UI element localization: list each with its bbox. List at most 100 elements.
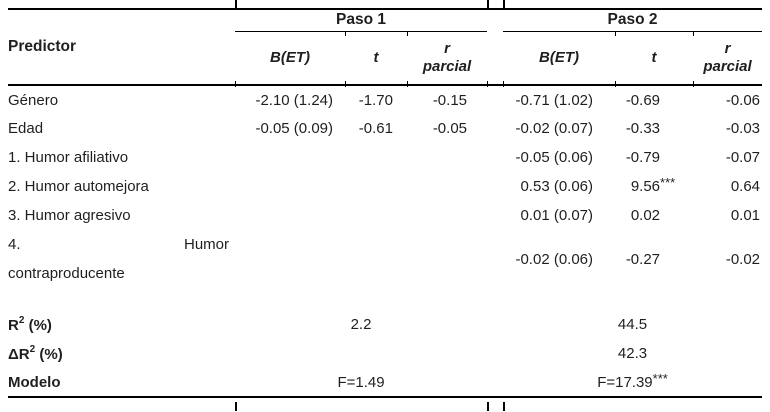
bet-cell-paso1 <box>235 230 345 288</box>
group-header-row: Predictor Paso 1 Paso 2 <box>8 9 763 86</box>
regression-table: Predictor Paso 1 Paso 2 B(ET) t r parcia… <box>8 8 763 398</box>
f-value: F=17.39 <box>597 373 653 391</box>
t-cell-paso2: 9.56*** <box>630 175 676 195</box>
table-row: 3. Humor agresivo 0.01 (0.07) 0.02 0.01 <box>8 201 762 230</box>
gap-cell <box>487 172 503 201</box>
r-parcial-cell-paso1: -0.05 <box>432 120 468 137</box>
r-parcial-cell-paso1 <box>407 172 487 201</box>
paso1-header: Paso 1 <box>235 9 488 32</box>
bet-cell-paso2: 0.01 (0.07) <box>520 207 594 224</box>
r-parcial-line1: r <box>724 39 731 57</box>
t-cell-paso2: -0.27 <box>625 250 661 268</box>
gap-cell <box>487 143 503 172</box>
stat-label: R2 (%) <box>8 310 235 339</box>
predictor-cell: 1. Humor afiliativo <box>8 149 129 166</box>
r-parcial-cell-paso1 <box>407 143 487 172</box>
r-parcial-cell-paso2: 0.01 <box>730 207 761 224</box>
gap-cell <box>487 230 503 288</box>
t-cell-paso2: -0.79 <box>625 149 661 166</box>
gap-cell <box>487 310 503 339</box>
column-tick <box>503 0 505 8</box>
predictor-cell: Edad <box>8 120 44 137</box>
stat-label-text: ΔR <box>8 345 30 363</box>
bet-cell-paso2: -0.71 (1.02) <box>515 91 594 109</box>
column-tick <box>503 402 505 411</box>
stat-label-rest: (%) <box>24 316 52 334</box>
predictor-number: 4. <box>8 236 21 253</box>
column-tick <box>407 32 408 36</box>
t-cell-paso1 <box>345 172 407 201</box>
t-cell-paso1 <box>345 143 407 172</box>
column-tick <box>345 81 346 87</box>
stat-row-delta-r2: ΔR2 (%) 42.3 <box>8 339 762 368</box>
column-tick <box>487 402 489 411</box>
bet-cell-paso1 <box>235 172 345 201</box>
column-tick <box>487 81 488 87</box>
stat-value-paso1: F=1.49 <box>337 373 385 391</box>
gap-cell <box>487 85 503 114</box>
r-parcial-cell-paso2: -0.06 <box>725 91 761 109</box>
stat-label-rest: (%) <box>35 345 63 363</box>
stat-value-paso1: 2.2 <box>350 316 372 333</box>
t-cell-paso1 <box>345 230 407 288</box>
predictor-cell: 4. Humor contraproducente <box>8 230 235 288</box>
stat-label-sup: 2 <box>29 343 36 355</box>
t-cell-paso2: -0.33 <box>625 120 661 137</box>
t-header-paso2: t <box>615 31 694 86</box>
column-tick <box>503 81 504 87</box>
column-tick <box>693 32 694 36</box>
predictor-line1: 4. Humor <box>8 230 235 259</box>
gap-cell <box>487 368 503 397</box>
predictor-cell: 3. Humor agresivo <box>8 207 131 224</box>
stat-label-sup: 2 <box>18 314 25 326</box>
column-tick <box>615 32 616 36</box>
bet-cell-paso1 <box>235 143 345 172</box>
bet-cell-paso1: -0.05 (0.09) <box>255 120 333 137</box>
table-row: 2. Humor automejora 0.53 (0.06) 9.56*** … <box>8 172 762 201</box>
t-header-paso1: t <box>345 31 407 86</box>
gap-cell <box>487 339 503 368</box>
stat-value-paso2: 44.5 <box>617 316 648 333</box>
stat-label: ΔR2 (%) <box>8 339 235 368</box>
predictor-header: Predictor <box>8 9 235 86</box>
stat-row-r2: R2 (%) 2.2 44.5 <box>8 310 762 339</box>
predictor-cell: Género <box>8 91 59 109</box>
column-tick <box>235 81 236 87</box>
table-row: Género -2.10 (1.24) -1.70 -0.15 -0.71 (1… <box>8 85 762 114</box>
t-cell-paso2: -0.69 <box>625 91 661 109</box>
column-tick <box>615 81 616 87</box>
predictor-word: Humor <box>183 236 229 253</box>
r-parcial-cell-paso1 <box>407 201 487 230</box>
predictor-cell: 2. Humor automejora <box>8 178 149 195</box>
column-tick <box>693 81 694 87</box>
bet-cell-paso1: -2.10 (1.24) <box>255 91 333 109</box>
r-parcial-header-paso1: r parcial <box>407 31 488 86</box>
r-parcial-cell-paso1 <box>407 230 487 288</box>
t-cell-paso1: -0.61 <box>358 120 393 137</box>
gap-cell <box>487 201 503 230</box>
bet-cell-paso2: 0.53 (0.06) <box>520 178 594 195</box>
bet-cell-paso2: -0.05 (0.06) <box>515 149 594 166</box>
r-parcial-header-paso2: r parcial <box>693 31 763 86</box>
stat-label-text: Modelo <box>8 374 61 391</box>
t-cell-paso1 <box>345 201 407 230</box>
r-parcial-line2: parcial <box>703 57 752 75</box>
significance-stars: *** <box>652 370 668 386</box>
stat-row-modelo: Modelo F=1.49 F=17.39*** <box>8 368 762 397</box>
spacer-row <box>8 288 762 310</box>
t-cell-paso1: -1.70 <box>358 91 393 109</box>
bet-header-paso2: B(ET) <box>503 31 616 86</box>
r-parcial-cell-paso2: -0.03 <box>725 120 761 137</box>
stat-label-text: R <box>8 316 19 334</box>
table-row: 1. Humor afiliativo -0.05 (0.06) -0.79 -… <box>8 143 762 172</box>
table-row: Edad -0.05 (0.09) -0.61 -0.05 -0.02 (0.0… <box>8 114 762 143</box>
predictor-line2: contraproducente <box>8 265 125 282</box>
stat-label: Modelo <box>8 368 235 397</box>
stat-value-paso2: 42.3 <box>617 345 648 362</box>
r-parcial-cell-paso2: -0.07 <box>725 149 761 166</box>
stat-value-paso1 <box>235 339 487 368</box>
r-parcial-cell-paso1: -0.15 <box>432 91 468 109</box>
column-tick <box>235 0 237 8</box>
stat-value-paso2: F=17.39*** <box>503 368 762 397</box>
